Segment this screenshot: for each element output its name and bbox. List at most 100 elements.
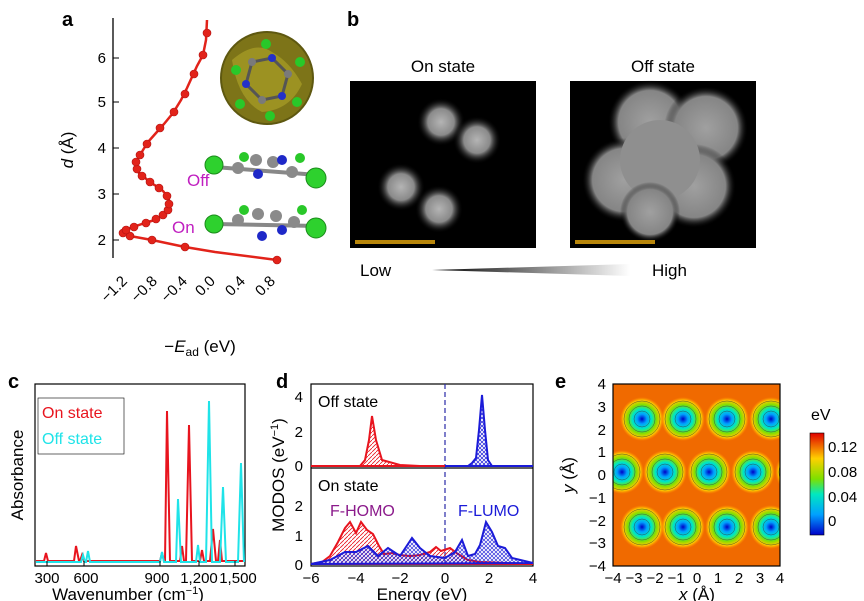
stm-off-lobes bbox=[582, 80, 748, 242]
contour-line bbox=[757, 405, 780, 433]
e-xtick-m1: −1 bbox=[667, 570, 684, 587]
d-xtick-m2: −2 bbox=[391, 570, 408, 587]
on-label: On bbox=[172, 218, 195, 237]
e-ytick-m1: −1 bbox=[589, 490, 606, 507]
e-ytick-1: 1 bbox=[598, 444, 606, 461]
contour-line bbox=[669, 513, 697, 541]
d-ytick-bottom-0: 0 bbox=[295, 557, 303, 574]
contour-line bbox=[752, 508, 780, 546]
contour-line bbox=[674, 518, 692, 536]
panel-c: c Absorbance On state Off state 300 600 … bbox=[8, 371, 257, 601]
e-xlabel: x (Å) bbox=[678, 585, 715, 601]
b-intensity-wedge bbox=[432, 264, 630, 276]
e-ytick-m3: −3 bbox=[589, 535, 606, 552]
energy-well bbox=[687, 450, 731, 494]
a-ylabel: d (Å) bbox=[58, 132, 77, 169]
a-ytick-6: 6 bbox=[98, 50, 106, 67]
energy-well bbox=[705, 397, 749, 441]
contour-line bbox=[784, 459, 810, 485]
a-ytick-3: 3 bbox=[98, 186, 106, 203]
c-xtick-900: 900 bbox=[144, 570, 169, 587]
c-legend-on: On state bbox=[42, 405, 103, 422]
energy-well bbox=[775, 458, 780, 486]
energy-well bbox=[749, 397, 780, 441]
e-xtick-m4: −4 bbox=[604, 570, 621, 587]
panel-b: b On state Off state Low High bbox=[347, 9, 756, 280]
c-ylabel: Absorbance bbox=[8, 430, 27, 521]
energy-well bbox=[705, 505, 749, 549]
contour-line bbox=[633, 410, 651, 428]
contour-line bbox=[762, 410, 780, 428]
d-off-title: Off state bbox=[318, 394, 378, 411]
e-xtick-3: 3 bbox=[756, 570, 764, 587]
d-xtick-m6: −6 bbox=[302, 570, 319, 587]
d-homo-label: F-HOMO bbox=[330, 503, 395, 520]
e-xticks: −4 −3 −2 −1 0 1 2 3 4 bbox=[604, 570, 784, 587]
contour-line bbox=[778, 465, 780, 479]
b-low-label: Low bbox=[360, 261, 392, 280]
d-plot-frame bbox=[310, 383, 534, 567]
contour-line bbox=[669, 405, 697, 433]
contour-line bbox=[664, 508, 702, 546]
e-energy-map bbox=[613, 384, 810, 566]
d-off-homo bbox=[311, 415, 445, 467]
e-xtick-2: 2 bbox=[735, 570, 743, 587]
c-xtick-1200: 1,200 bbox=[180, 570, 218, 587]
e-xtick-4: 4 bbox=[776, 570, 784, 587]
e-xtick-m2: −2 bbox=[646, 570, 663, 587]
contour-line bbox=[633, 518, 651, 536]
scale-bar-on bbox=[355, 240, 435, 244]
contour-line bbox=[613, 453, 641, 491]
contour-line bbox=[708, 400, 746, 438]
energy-well bbox=[620, 397, 664, 441]
d-xtick-0: 0 bbox=[441, 570, 449, 587]
c-legend-off: Off state bbox=[42, 431, 102, 448]
d-lumo-label: F-LUMO bbox=[458, 503, 519, 520]
d-ytick-top-0: 0 bbox=[295, 458, 303, 475]
panel-a-label: a bbox=[62, 9, 74, 31]
d-ytick-bottom-1: 1 bbox=[295, 528, 303, 545]
e-xtick-0: 0 bbox=[693, 570, 701, 587]
contour-line bbox=[690, 453, 728, 491]
a-ytick-5: 5 bbox=[98, 94, 106, 111]
contour-line bbox=[700, 463, 718, 481]
energy-well bbox=[661, 397, 705, 441]
panel-a-xticks: −1.2 −0.8 −0.4 0.0 0.4 0.8 bbox=[98, 273, 279, 306]
b-on-title: On state bbox=[411, 57, 475, 76]
off-label: Off bbox=[187, 171, 210, 190]
contour-line bbox=[695, 458, 723, 486]
contour-line bbox=[623, 400, 661, 438]
a-curve-markers bbox=[118, 28, 282, 265]
d-ytick-top-4: 4 bbox=[295, 389, 303, 406]
energy-well bbox=[731, 450, 775, 494]
d-xticks: −6 −4 −2 0 2 4 bbox=[302, 570, 537, 587]
molecule-side-view-on bbox=[204, 205, 327, 241]
energy-well bbox=[661, 505, 705, 549]
contour-line bbox=[674, 410, 692, 428]
contour-line bbox=[744, 463, 762, 481]
panel-e: e 4 3 2 1 0 −1 −2 −3 −4 y (Å) −4 −3 −2 −… bbox=[555, 371, 857, 601]
c-plot-frame bbox=[34, 383, 246, 567]
e-plot-frame bbox=[612, 383, 781, 567]
c-xtick-300: 300 bbox=[34, 570, 59, 587]
molecule-top-view bbox=[220, 31, 314, 125]
e-colorbar bbox=[809, 432, 825, 536]
e-ytick-m4: −4 bbox=[589, 558, 606, 575]
d-xtick-m4: −4 bbox=[347, 570, 364, 587]
e-ytick-3: 3 bbox=[598, 399, 606, 416]
c-xtick-1500: 1,500 bbox=[219, 570, 257, 587]
e-ylabel: y (Å) bbox=[559, 457, 578, 494]
d-ylabel: MODOS (eV−1) bbox=[269, 418, 288, 532]
contour-line bbox=[664, 400, 702, 438]
c-xlabel: Wavenumber (cm−1) bbox=[52, 585, 204, 601]
contour-line bbox=[718, 518, 736, 536]
contour-line bbox=[718, 410, 736, 428]
contour-line bbox=[646, 453, 684, 491]
e-colorbar-title: eV bbox=[811, 407, 831, 424]
a-xtick-m1.2: −1.2 bbox=[98, 273, 131, 306]
e-cbar-0: 0 bbox=[828, 513, 836, 530]
panel-e-label: e bbox=[555, 371, 566, 393]
e-ytick-m2: −2 bbox=[589, 513, 606, 530]
d-ytick-bottom-2: 2 bbox=[295, 498, 303, 515]
